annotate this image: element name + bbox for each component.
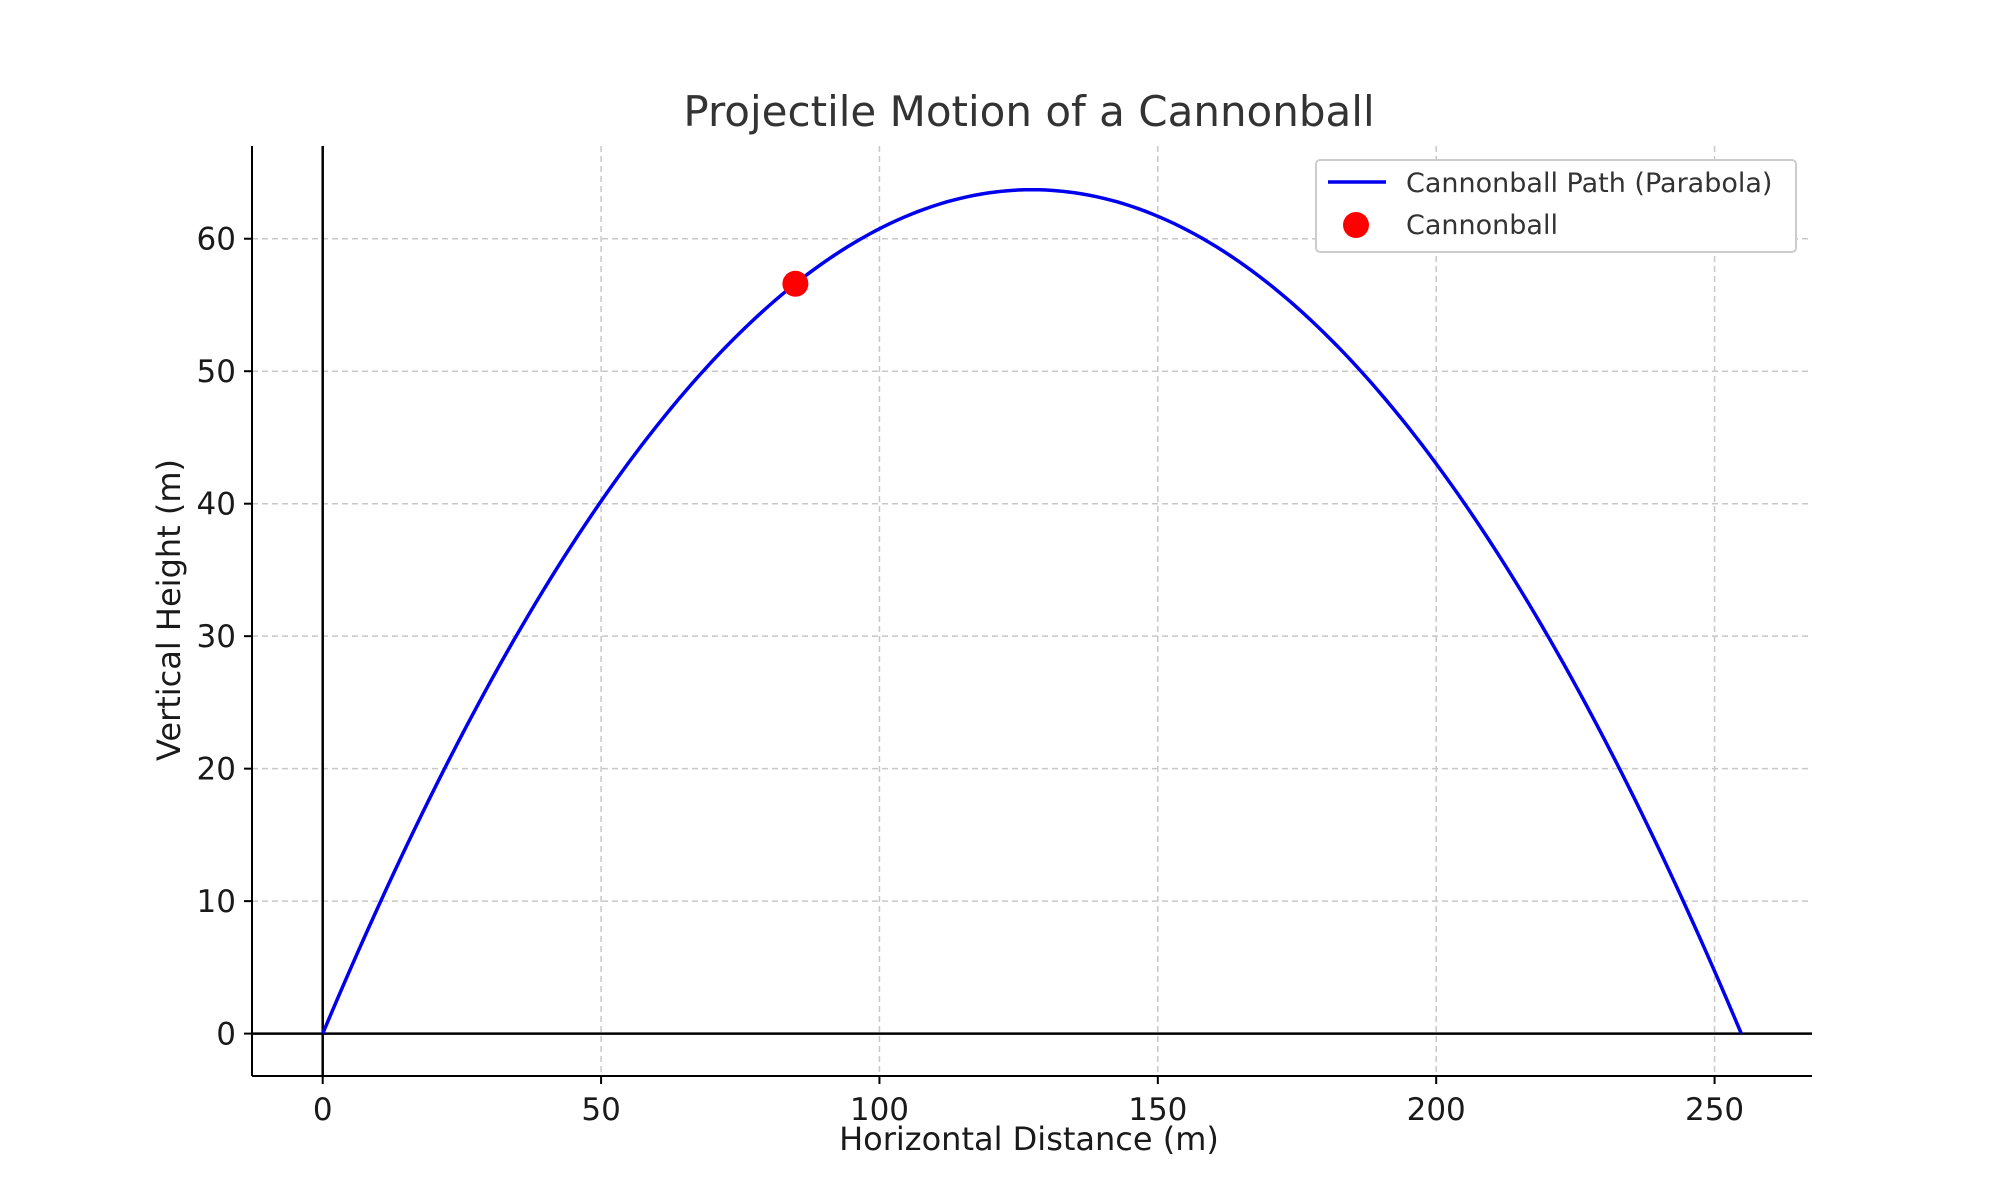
y-tick-label: 20 — [197, 752, 236, 788]
y-tick-label: 40 — [197, 487, 236, 523]
legend-box — [1315, 159, 1797, 253]
x-tick-label: 0 — [313, 1092, 333, 1128]
x-tick-label: 250 — [1685, 1092, 1744, 1128]
ticks: 0 50 100 150 200 250 0 10 20 30 40 50 60 — [197, 222, 1745, 1128]
x-tick-label: 150 — [1128, 1092, 1187, 1128]
y-tick-label: 0 — [216, 1017, 236, 1053]
x-tick-label: 200 — [1407, 1092, 1466, 1128]
y-tick-label: 50 — [197, 354, 236, 390]
series — [321, 187, 1743, 1035]
legend-entry-cannonball: Cannonball — [1406, 210, 1558, 241]
chart-title: Projectile Motion of a Cannonball — [683, 87, 1374, 136]
x-axis-label: Horizontal Distance (m) — [839, 1120, 1219, 1158]
x-tick-label: 50 — [581, 1092, 620, 1128]
y-tick-label: 30 — [197, 619, 236, 655]
x-tick-label: 100 — [850, 1092, 909, 1128]
y-tick-label: 10 — [197, 884, 236, 920]
cannonball-point — [782, 270, 809, 297]
axes — [251, 146, 1812, 1077]
trajectory-line — [321, 187, 1743, 1035]
legend-entry-path: Cannonball Path (Parabola) — [1406, 168, 1772, 199]
grid-lines — [252, 146, 1812, 1076]
y-tick-label: 60 — [197, 222, 236, 258]
legend: Cannonball Path (Parabola) Cannonball — [1315, 159, 1797, 253]
legend-point-swatch — [1343, 212, 1369, 238]
y-axis-label: Vertical Height (m) — [150, 459, 188, 761]
